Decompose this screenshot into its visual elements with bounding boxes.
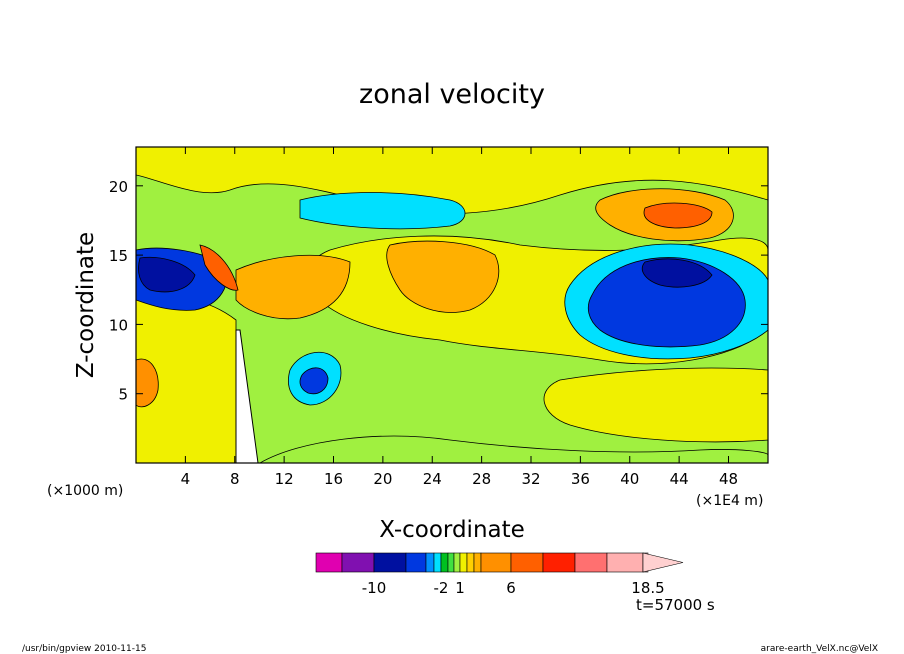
colorbar-bin-7 xyxy=(447,552,455,573)
colorbar-bin-8 xyxy=(453,552,461,573)
x-axis: 4 8 12 16 20 24 28 32 36 40 44 48 xyxy=(181,147,738,488)
footer-right: arare-earth_VelX.nc@VelX xyxy=(761,644,878,654)
colorbar-bin-1 xyxy=(341,552,375,573)
x-tick-label: 20 xyxy=(373,470,392,488)
colorbar-bin-13 xyxy=(510,552,544,573)
colorbar-bin-16 xyxy=(606,552,644,573)
colorbar xyxy=(315,552,684,573)
colorbar-bin-5 xyxy=(433,552,442,573)
region-green-bottom xyxy=(259,435,768,463)
region-orange-mid xyxy=(235,254,351,320)
region-navy-left xyxy=(138,256,196,293)
colorbar-bin-4 xyxy=(425,552,435,573)
terrain xyxy=(235,329,259,463)
x-tick-label: 48 xyxy=(719,470,738,488)
y-tick-label: 15 xyxy=(109,247,128,265)
x-unit-label: (×1E4 m) xyxy=(696,493,763,509)
colorbar-bin-9 xyxy=(459,552,468,573)
x-tick-label: 8 xyxy=(230,470,240,488)
y-tick-label: 5 xyxy=(118,386,128,404)
x-tick-label: 32 xyxy=(521,470,540,488)
plot-field xyxy=(136,147,768,463)
y-axis: 5 10 15 20 xyxy=(109,178,768,404)
footer-left: /usr/bin/gpview 2010-11-15 xyxy=(22,644,146,654)
colorbar-bin-0 xyxy=(315,552,343,573)
region-redorange-slope xyxy=(199,244,239,291)
colorbar-tick-label: -2 xyxy=(434,579,449,597)
x-tick-label: 4 xyxy=(181,470,191,488)
region-orange-mid2 xyxy=(386,240,500,313)
colorbar-bin-2 xyxy=(373,552,407,573)
x-tick-label: 28 xyxy=(472,470,491,488)
colorbar-bin-3 xyxy=(405,552,427,573)
colorbar-labels: -10 -2 1 6 18.5 xyxy=(362,579,665,597)
colorbar-bin-14 xyxy=(542,552,576,573)
region-cyan-upper xyxy=(299,192,466,230)
x-tick-label: 40 xyxy=(620,470,639,488)
y-tick-label: 10 xyxy=(109,316,128,334)
x-tick-label: 44 xyxy=(670,470,689,488)
colorbar-bin-11 xyxy=(473,552,482,573)
colorbar-arrow xyxy=(642,552,684,573)
x-tick-label: 36 xyxy=(571,470,590,488)
colorbar-bin-6 xyxy=(440,552,449,573)
region-orange-left xyxy=(136,358,159,408)
colorbar-bin-12 xyxy=(480,552,512,573)
time-label: t=57000 s xyxy=(636,596,715,614)
region-yellow-low xyxy=(543,367,768,443)
y-unit-label: (×1000 m) xyxy=(47,483,123,499)
x-axis-label: X-coordinate xyxy=(379,517,525,543)
colorbar-tick-label: 1 xyxy=(455,579,465,597)
region-dark-orange-right xyxy=(643,202,713,229)
x-tick-label: 24 xyxy=(423,470,442,488)
x-tick-label: 16 xyxy=(324,470,343,488)
y-tick-label: 20 xyxy=(109,178,128,196)
colorbar-tick-label: -10 xyxy=(362,579,387,597)
colorbar-tick-label: 18.5 xyxy=(631,579,664,597)
region-navy-right xyxy=(641,258,713,288)
colorbar-tick-label: 6 xyxy=(506,579,516,597)
plot-frame xyxy=(135,146,769,464)
colorbar-bin-10 xyxy=(466,552,475,573)
x-tick-label: 12 xyxy=(275,470,294,488)
region-blue-vortex xyxy=(299,367,329,395)
y-axis-label: Z-coordinate xyxy=(73,232,99,378)
colorbar-bin-15 xyxy=(574,552,608,573)
chart-title: zonal velocity xyxy=(359,79,545,110)
